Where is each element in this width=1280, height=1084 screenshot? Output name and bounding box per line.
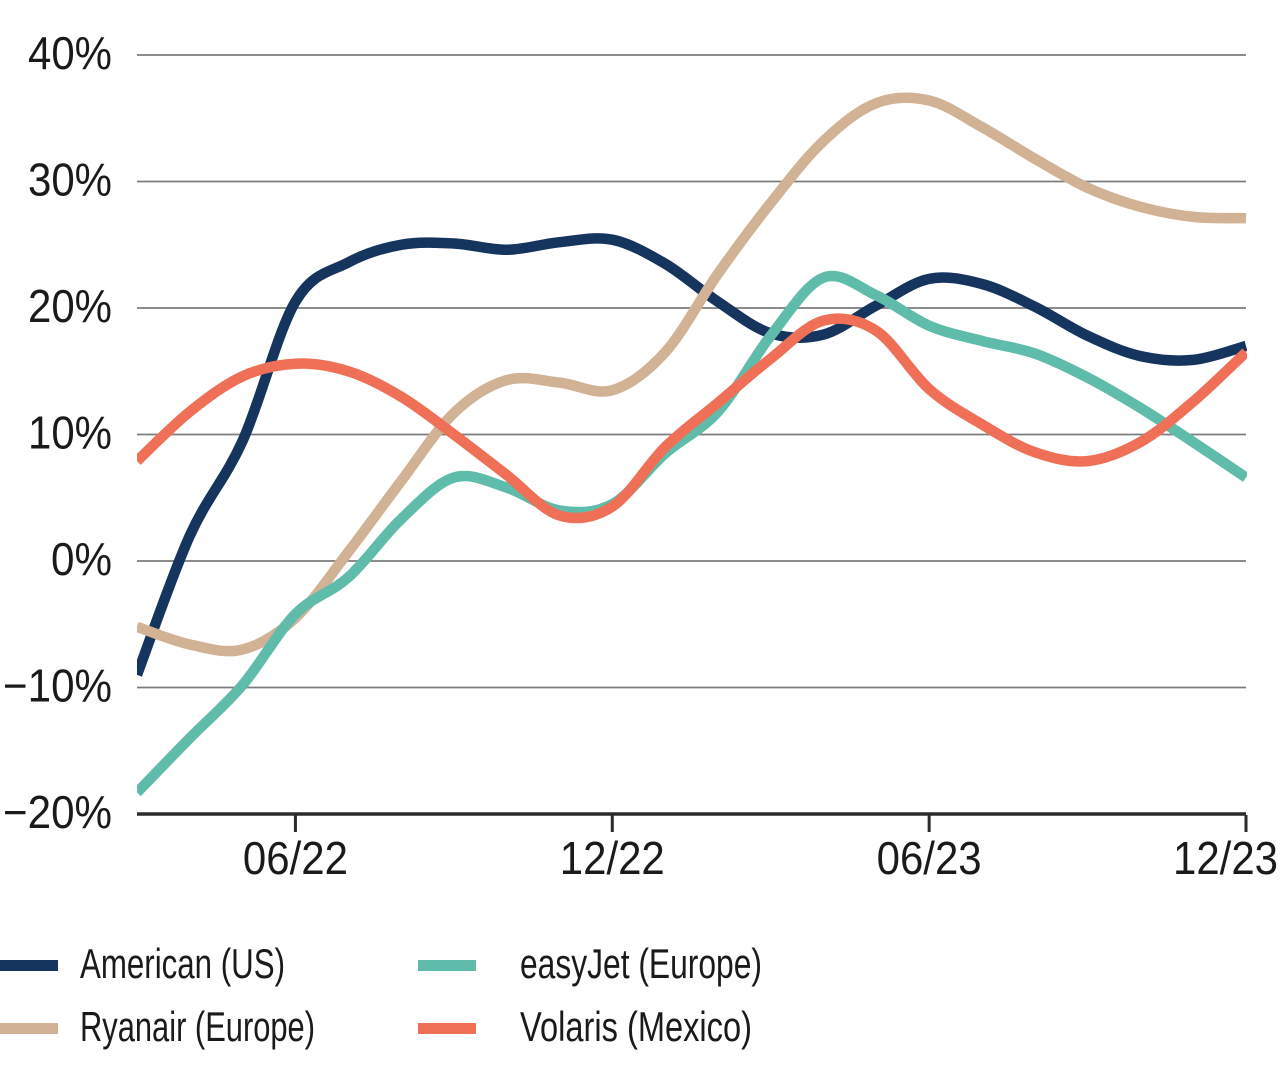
y-axis-label-0: 0%	[51, 533, 112, 585]
legend-swatch-easyjet-europe	[418, 960, 476, 971]
gridlines	[137, 54, 1246, 816]
series-line-easyjet-europe	[137, 270, 1247, 797]
legend-item-ryanair-europe: Ryanair (Europe)	[0, 1003, 315, 1050]
y-axis-label-30: 30%	[28, 154, 112, 206]
legend-item-volaris-mexico: Volaris (Mexico)	[418, 1003, 752, 1050]
y-axis-label--20: −20%	[3, 786, 112, 838]
legend-swatch-volaris-mexico	[418, 1023, 476, 1034]
y-axis-label--10: −10%	[3, 660, 112, 712]
series-line-ryanair-europe	[137, 92, 1247, 657]
x-axis: 06/22 12/22 06/23 12/23	[243, 815, 1278, 884]
series-line-american-us	[137, 233, 1247, 677]
legend-item-easyjet-europe: easyJet (Europe)	[418, 940, 762, 987]
legend: American (US) Ryanair (Europe) easyJet (Eu…	[0, 940, 762, 1050]
legend-label-ryanair-europe: Ryanair (Europe)	[80, 1003, 315, 1050]
y-axis-labels: 40% 30% 20% 10% 0% −10% −20%	[3, 27, 112, 838]
x-axis-label-06-23: 06/23	[877, 832, 982, 884]
series-lines	[137, 92, 1247, 797]
y-axis-label-20: 20%	[28, 280, 112, 332]
legend-label-volaris-mexico: Volaris (Mexico)	[520, 1003, 752, 1050]
y-axis-label-10: 10%	[28, 407, 112, 459]
legend-item-american-us: American (US)	[0, 940, 285, 987]
x-axis-label-12-23: 12/23	[1173, 832, 1278, 884]
legend-swatch-ryanair-europe	[0, 1023, 58, 1034]
legend-label-american-us: American (US)	[80, 940, 285, 987]
series-line-volaris-mexico	[137, 313, 1247, 524]
legend-label-easyjet-europe: easyJet (Europe)	[520, 940, 762, 987]
x-axis-label-12-22: 12/22	[560, 832, 665, 884]
x-axis-label-06-22: 06/22	[243, 832, 348, 884]
legend-swatch-american-us	[0, 960, 58, 971]
y-axis-label-40: 40%	[28, 27, 112, 79]
